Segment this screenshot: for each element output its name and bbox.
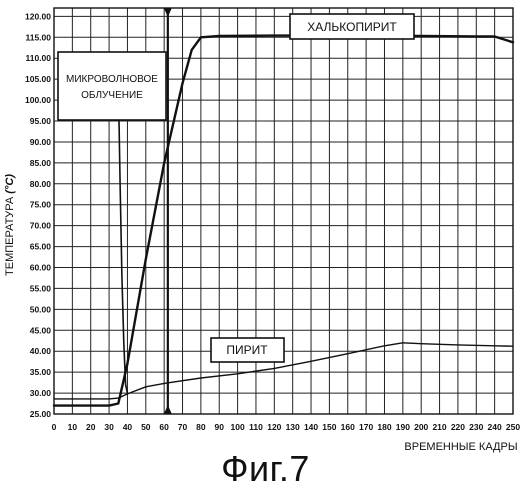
annotation-line-1: МИКРОВОЛНОВОЕ (66, 74, 158, 85)
series-label-pyrite: ПИРИТ (211, 338, 284, 362)
y-tick-label: 40.00 (30, 346, 52, 356)
y-tick-label: 55.00 (30, 283, 52, 293)
y-tick-label: 50.00 (30, 304, 52, 314)
y-tick-label: 30.00 (30, 388, 52, 398)
y-axis-title-unit: (°C) (4, 174, 16, 194)
annotation-box (58, 52, 166, 120)
x-tick-label: 130 (286, 422, 300, 432)
x-tick-label: 140 (304, 422, 318, 432)
y-tick-label: 25.00 (30, 409, 52, 419)
x-tick-label: 230 (469, 422, 483, 432)
x-tick-label: 200 (414, 422, 428, 432)
x-tick-label: 100 (231, 422, 245, 432)
y-tick-label: 100.00 (25, 95, 51, 105)
y-tick-label: 65.00 (30, 242, 52, 252)
x-tick-label: 210 (432, 422, 446, 432)
y-tick-label: 95.00 (30, 116, 52, 126)
x-tick-label: 170 (359, 422, 373, 432)
y-tick-label: 70.00 (30, 221, 52, 231)
y-tick-label: 105.00 (25, 74, 51, 84)
y-tick-label: 85.00 (30, 158, 52, 168)
x-tick-label: 250 (506, 422, 520, 432)
marker-arrow-top (164, 8, 172, 17)
y-tick-label: 120.00 (25, 11, 51, 21)
x-tick-label: 50 (141, 422, 151, 432)
y-tick-label: 45.00 (30, 325, 52, 335)
series-line-microwave-trace (118, 79, 127, 393)
y-tick-label: 75.00 (30, 200, 52, 210)
x-tick-label: 190 (396, 422, 410, 432)
x-tick-label: 30 (104, 422, 114, 432)
x-tick-label: 90 (215, 422, 225, 432)
x-tick-label: 120 (267, 422, 281, 432)
x-tick-label: 10 (68, 422, 78, 432)
x-tick-label: 180 (377, 422, 391, 432)
x-tick-label: 150 (322, 422, 336, 432)
y-tick-label: 110.00 (25, 53, 51, 63)
chalcopyrite-label: ХАЛЬКОПИРИТ (307, 20, 397, 34)
x-axis-ticks: 0 10 20 30 40 50 60 70 80 90 100 110 120 130 140 150 160… (52, 422, 521, 432)
y-tick-label: 35.00 (30, 367, 52, 377)
marker-arrow-bottom (164, 405, 172, 414)
y-tick-label: 115.00 (25, 32, 51, 42)
y-tick-label: 90.00 (30, 137, 52, 147)
figure-caption: Фиг.7 (0, 448, 531, 490)
x-tick-label: 240 (488, 422, 502, 432)
pyrite-label: ПИРИТ (226, 343, 268, 357)
x-tick-label: 220 (451, 422, 465, 432)
series-label-chalcopyrite: ХАЛЬКОПИРИТ (290, 14, 414, 39)
y-tick-label: 60.00 (30, 263, 52, 273)
x-tick-label: 20 (86, 422, 96, 432)
y-axis-title: ТЕМПЕРАТУРА (°C) (4, 174, 16, 276)
x-tick-label: 0 (52, 422, 57, 432)
x-tick-label: 110 (249, 422, 263, 432)
x-tick-label: 160 (341, 422, 355, 432)
annotation-line-2: ОБЛУЧЕНИЕ (81, 90, 143, 101)
y-axis-title-main: ТЕМПЕРАТУРА (4, 194, 16, 276)
x-tick-label: 60 (159, 422, 169, 432)
annotation-microwave: МИКРОВОЛНОВОЕ ОБЛУЧЕНИЕ (58, 52, 166, 120)
x-tick-label: 40 (123, 422, 133, 432)
y-tick-label: 80.00 (30, 179, 52, 189)
x-tick-label: 70 (178, 422, 188, 432)
x-tick-label: 80 (196, 422, 206, 432)
y-axis-ticks: 25.00 30.00 35.00 40.00 45.00 50.00 55.00 60.00… (25, 11, 51, 419)
